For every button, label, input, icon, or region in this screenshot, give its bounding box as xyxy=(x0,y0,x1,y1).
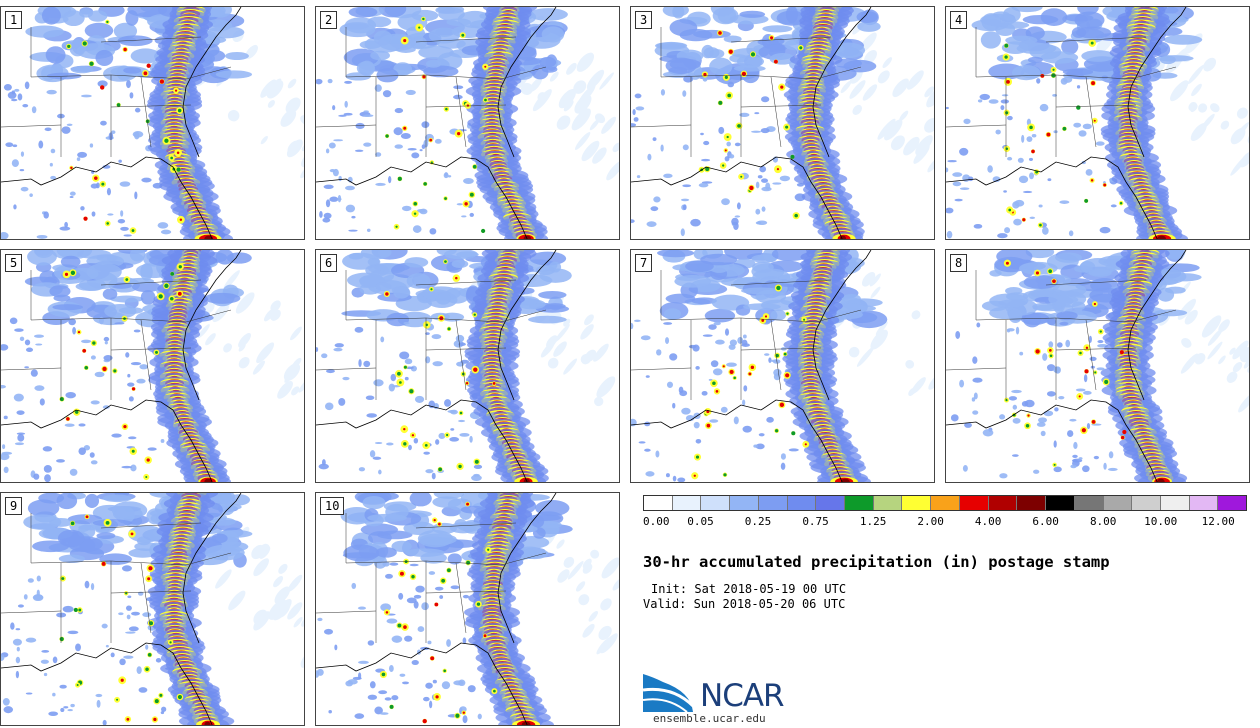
colorbar-segment xyxy=(988,496,1018,510)
logo-text: NCAR xyxy=(700,678,785,714)
panel-number: 6 xyxy=(320,254,338,272)
colorbar-segment xyxy=(787,496,817,510)
panel-number: 1 xyxy=(5,11,23,29)
postage-stamp-panel: 6 xyxy=(315,249,620,483)
precip-map xyxy=(316,7,619,239)
postage-stamp-panel: 9 xyxy=(0,492,305,726)
postage-stamp-panel: 5 xyxy=(0,249,305,483)
colorbar-segment xyxy=(1160,496,1190,510)
colorbar-segment xyxy=(1103,496,1133,510)
colorbar-tick-label: 6.00 xyxy=(1032,515,1059,528)
postage-stamp-panel: 7 xyxy=(630,249,935,483)
postage-stamp-panel: 10 xyxy=(315,492,620,726)
panel-number: 3 xyxy=(635,11,653,29)
precip-map xyxy=(946,250,1249,482)
precip-map xyxy=(946,7,1249,239)
colorbar-segment xyxy=(816,496,846,510)
postage-stamp-panel: 4 xyxy=(945,6,1250,240)
chart-title: 30-hr accumulated precipitation (in) pos… xyxy=(643,553,1110,571)
precip-map xyxy=(1,250,304,482)
panel-number: 7 xyxy=(635,254,653,272)
panel-number: 2 xyxy=(320,11,338,29)
colorbar-segment xyxy=(902,496,932,510)
colorbar-segment xyxy=(730,496,759,510)
colorbar-tick-label: 12.00 xyxy=(1201,515,1235,528)
colorbar-segment xyxy=(959,496,989,510)
colorbar-tick-label: 0.05 xyxy=(687,515,714,528)
precip-map xyxy=(1,493,304,725)
precip-colorbar xyxy=(643,495,1247,511)
colorbar-segment xyxy=(931,496,960,510)
init-time: Init: Sat 2018-05-19 00 UTC xyxy=(651,582,847,596)
postage-stamp-panel: 3 xyxy=(630,6,935,240)
colorbar-tick-label: 2.00 xyxy=(917,515,944,528)
precip-map xyxy=(1,7,304,239)
colorbar-tick-label: 10.00 xyxy=(1144,515,1178,528)
colorbar-ticks: 0.00 0.05 0.25 0.75 1.25 2.00 4.00 6.00 8.00 10.0… xyxy=(643,515,1247,529)
precip-map xyxy=(631,7,934,239)
colorbar-segment xyxy=(1017,496,1047,510)
colorbar-tick-label: 4.00 xyxy=(974,515,1002,528)
logo-url: ensemble.ucar.edu xyxy=(653,712,766,725)
colorbar-tick-label: 8.00 xyxy=(1089,515,1117,528)
precip-map xyxy=(631,250,934,482)
postage-stamp-panel: 2 xyxy=(315,6,620,240)
colorbar-segment xyxy=(845,496,874,510)
precip-map xyxy=(316,493,619,725)
colorbar-segment xyxy=(873,496,903,510)
valid-time: Valid: Sun 2018-05-20 06 UTC xyxy=(643,597,846,611)
colorbar-tick-label: 0.25 xyxy=(744,515,772,528)
colorbar-tick-label: 0.00 xyxy=(643,515,670,528)
colorbar-segment xyxy=(1132,496,1161,510)
colorbar-segment xyxy=(644,496,673,510)
postage-stamp-panel: 8 xyxy=(945,249,1250,483)
precip-map xyxy=(316,250,616,482)
colorbar-segment xyxy=(1074,496,1104,510)
colorbar-segment xyxy=(672,496,702,510)
panel-number: 9 xyxy=(5,497,23,515)
panel-number: 8 xyxy=(950,254,968,272)
panel-number: 10 xyxy=(320,497,345,515)
colorbar-segment xyxy=(1189,496,1219,510)
colorbar-segment xyxy=(701,496,731,510)
colorbar-segment xyxy=(1218,496,1247,510)
colorbar-segment xyxy=(1046,496,1075,510)
colorbar-tick-label: 1.25 xyxy=(859,515,887,528)
ncar-logo-icon xyxy=(643,674,695,713)
panel-number: 4 xyxy=(950,11,968,29)
panel-number: 5 xyxy=(5,254,23,272)
postage-stamp-panel: 1 xyxy=(0,6,305,240)
colorbar-segment xyxy=(758,496,788,510)
colorbar-tick-label: 0.75 xyxy=(802,515,829,528)
